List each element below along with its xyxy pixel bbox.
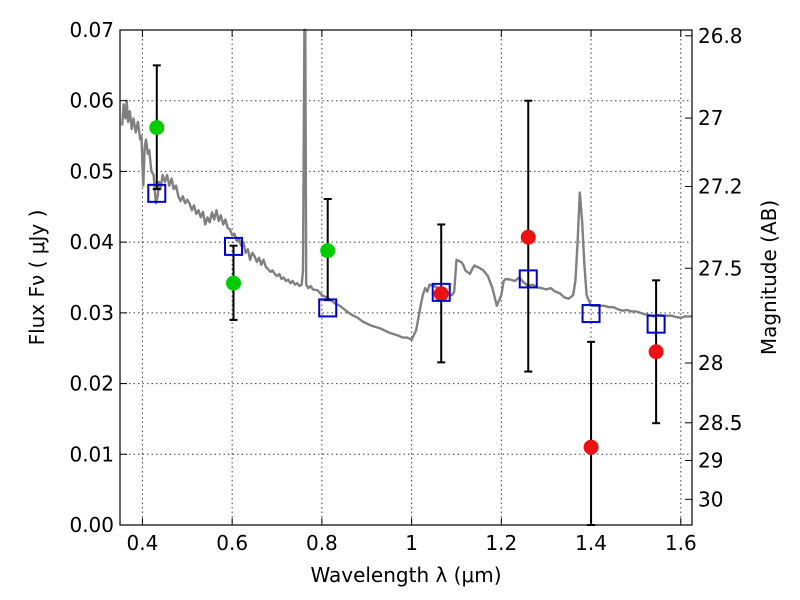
red-circle-point: [433, 286, 449, 302]
tick-layer: 0.4 0.6 0.8 1 1.2 1.4 1.6 0.00 0.01 0.02 0.03 0.04 0…: [69, 18, 742, 555]
x-axis-label: Wavelength λ (μm): [310, 563, 501, 587]
green-circle-point: [320, 243, 336, 259]
x-tick-label: 1.2: [485, 531, 517, 555]
model-square-point: [581, 304, 601, 324]
plot-frame: [119, 29, 693, 526]
error-bar: [587, 340, 596, 526]
x-tick-label: 1: [405, 531, 418, 555]
y-tick-label: 0.05: [69, 159, 114, 183]
model-square-point: [224, 236, 244, 256]
y-tick-label: 0.01: [69, 442, 114, 466]
y-tick-label: 0.03: [69, 301, 114, 325]
right-tick-label: 29: [698, 449, 723, 473]
green-circle-point: [149, 120, 165, 136]
x-tick-label: 1.4: [575, 531, 607, 555]
y-tick-label: 0.00: [69, 513, 114, 537]
model-square-point: [646, 314, 666, 334]
right-tick-label: 27.2: [698, 175, 743, 199]
x-tick-label: 0.8: [306, 531, 338, 555]
x-tick-label: 0.6: [216, 531, 248, 555]
model-spectrum-line: [121, 28, 692, 341]
x-tick-label: 1.6: [665, 531, 697, 555]
marker-layer: [147, 120, 666, 455]
model-spectrum-layer: [121, 28, 692, 341]
y-tick-label: 0.06: [69, 89, 114, 113]
right-tick-label: 28.5: [698, 411, 743, 435]
red-circle-point: [648, 344, 664, 360]
y-tick-label: 0.04: [69, 230, 114, 254]
model-square-point: [147, 183, 167, 203]
right-tick-label: 30: [698, 487, 723, 511]
grid-lines: [120, 30, 692, 525]
y-axis-label: Flux Fν ( μJy ): [25, 210, 49, 346]
error-bar-layer: [152, 64, 661, 526]
model-square-point: [518, 269, 538, 289]
right-axis-label: Magnitude (AB): [757, 200, 781, 355]
y-tick-label: 0.07: [69, 18, 114, 42]
red-circle-point: [583, 439, 599, 455]
model-square-point: [431, 282, 451, 302]
right-tick-label: 26.8: [698, 24, 743, 48]
model-square-point: [318, 298, 338, 318]
right-tick-label: 28: [698, 351, 723, 375]
red-circle-point: [520, 229, 536, 245]
x-tick-label: 0.4: [127, 531, 159, 555]
right-tick-label: 27: [698, 106, 723, 130]
green-circle-point: [226, 275, 242, 291]
right-tick-label: 27.5: [698, 256, 743, 280]
y-tick-label: 0.02: [69, 372, 114, 396]
